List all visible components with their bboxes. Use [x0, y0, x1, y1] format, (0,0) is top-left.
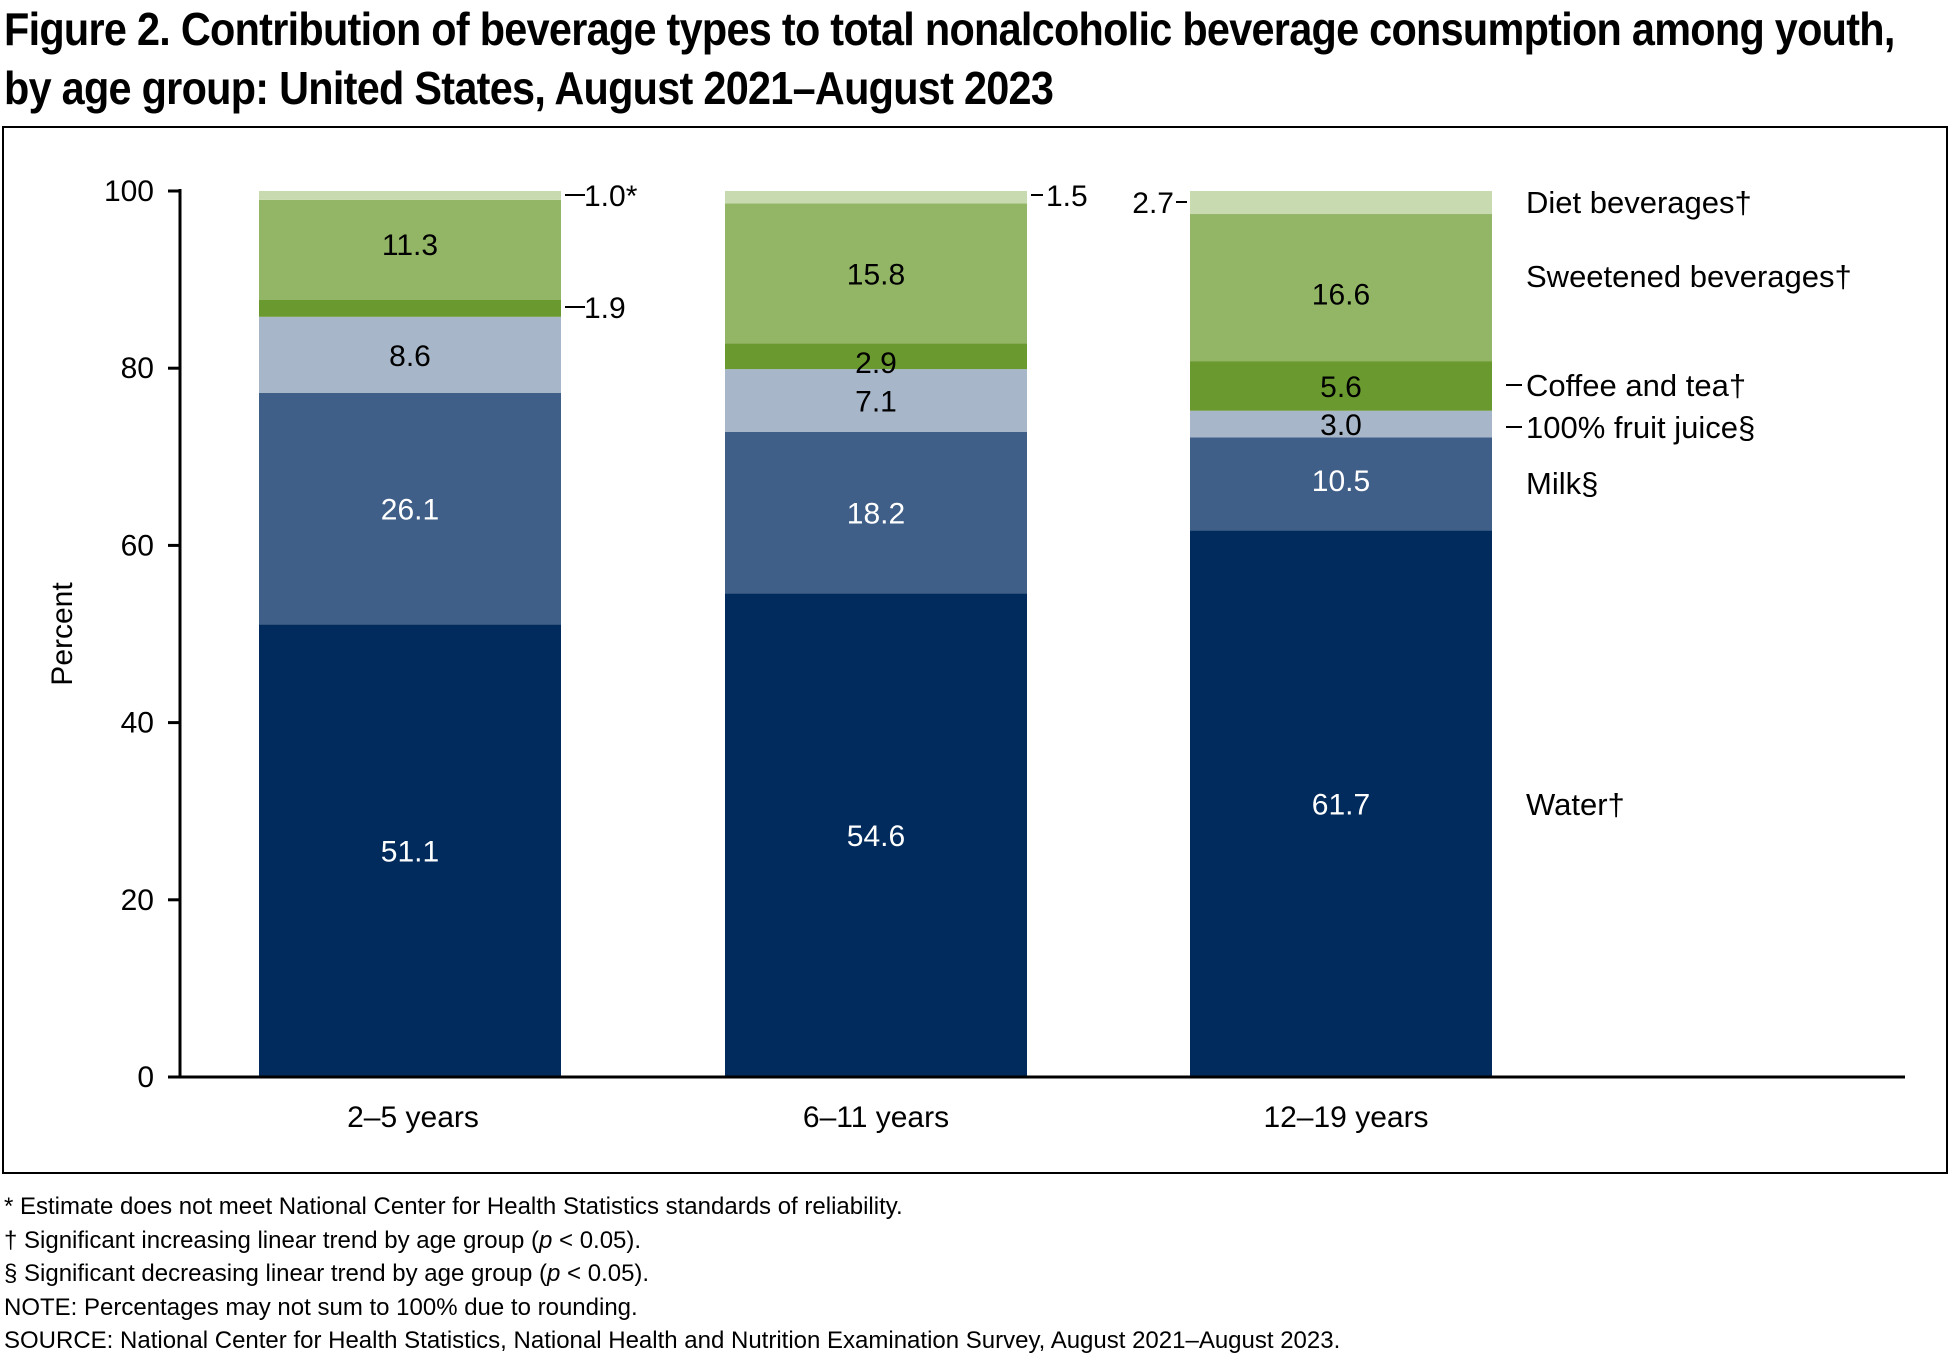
- bar-segment: [1190, 214, 1492, 362]
- bar-segment: [725, 593, 1027, 1077]
- bar-segment: [725, 431, 1027, 594]
- bar-segment: [259, 199, 561, 300]
- legend-layer: Water† Milk§ 100% fruit juice§ Coffee and t…: [1506, 185, 1852, 822]
- footnote-rounding: NOTE: Percentages may not sum to 100% du…: [4, 1293, 638, 1321]
- footnote-decreasing-trend: § Significant decreasing linear trend by…: [4, 1257, 1340, 1291]
- bar-segment: [725, 191, 1027, 204]
- figure-title-line-1: Figure 2. Contribution of beverage types…: [4, 3, 1895, 55]
- bar-segment: [725, 343, 1027, 370]
- y-tick-label: 40: [121, 707, 154, 740]
- bars-layer: [259, 191, 1492, 1077]
- legend-entry: Water†: [1526, 787, 1625, 822]
- y-axis-title: Percent: [46, 582, 79, 686]
- legend-entry: Coffee and tea†: [1526, 368, 1746, 403]
- bar-value-label: 11.3: [382, 229, 438, 262]
- bar-value-label: 3.0: [1320, 409, 1362, 442]
- y-tick-label: 100: [104, 175, 154, 208]
- x-tick-label: 12–19 years: [1263, 1101, 1428, 1134]
- p-value-text: < 0.05).: [560, 1260, 650, 1287]
- bar-segment: [259, 624, 561, 1077]
- footnote-source: SOURCE: National Center for Health Stati…: [4, 1327, 1341, 1354]
- footnote-increasing-trend: † Significant increasing linear trend by…: [4, 1224, 1340, 1258]
- y-tick-label: 0: [137, 1061, 154, 1094]
- p-symbol: p: [538, 1226, 553, 1254]
- bar-segment: [259, 393, 561, 625]
- bar-value-label: 16.6: [1312, 279, 1370, 312]
- bar-value-label: 1.9: [584, 292, 626, 325]
- bar-value-label: 1.5: [1046, 180, 1088, 213]
- footnote-reliability: * Estimate does not meet National Center…: [4, 1193, 903, 1220]
- bar-segment: [1190, 530, 1492, 1077]
- axes-layer: 0 20 40 60 80 100 Percent 2–5 years 6–11 years 12…: [46, 175, 1905, 1134]
- y-tick-label: 80: [121, 352, 154, 385]
- bar-value-label: 7.1: [855, 386, 897, 419]
- p-value-text: < 0.05).: [552, 1226, 642, 1254]
- bar-segment: [259, 299, 561, 317]
- bar-value-label: 15.8: [847, 258, 905, 291]
- figure-title: Figure 2. Contribution of beverage types…: [4, 0, 1895, 118]
- bar-value-label: 51.1: [381, 836, 439, 869]
- bar-segment: [259, 316, 561, 394]
- bar-value-label: 54.6: [847, 820, 905, 853]
- bar-value-label: 26.1: [381, 494, 439, 527]
- figure-title-line-2: by age group: United States, August 2021…: [4, 62, 1054, 114]
- bar-segment: [1190, 410, 1492, 438]
- y-tick-label: 20: [121, 884, 154, 917]
- bar-value-label: 1.0*: [584, 180, 638, 213]
- legend-entry: 100% fruit juice§: [1526, 410, 1755, 445]
- bar-segment: [725, 203, 1027, 344]
- legend-entry: Diet beverages†: [1526, 185, 1752, 220]
- bar-value-label: 2.9: [855, 347, 897, 380]
- bar-segment: [1190, 191, 1492, 215]
- bar-value-label: 61.7: [1312, 789, 1370, 822]
- bar-value-label: 18.2: [847, 498, 905, 531]
- footnotes: * Estimate does not meet National Center…: [4, 1190, 1340, 1358]
- y-tick-label: 60: [121, 529, 154, 562]
- bar-value-label: 8.6: [389, 340, 431, 373]
- p-symbol: p: [547, 1260, 561, 1287]
- bar-segment: [1190, 437, 1492, 531]
- labels-layer: 51.1 54.6 61.7 26.1 18.2 10.5 8.6 7.1 3.0 1.9 2.9 5…: [381, 180, 1370, 869]
- footnote-increasing-text: † Significant increasing linear trend by…: [4, 1226, 539, 1254]
- bar-segment: [725, 369, 1027, 432]
- bar-value-label: 2.7: [1132, 187, 1174, 220]
- bar-value-label: 5.6: [1320, 371, 1362, 404]
- legend-entry: Milk§: [1526, 466, 1598, 501]
- legend-entry: Sweetened beverages†: [1526, 259, 1852, 294]
- chart-frame: [2, 126, 1948, 1174]
- footnote-decreasing-text: § Significant decreasing linear trend by…: [4, 1260, 547, 1287]
- bar-segment: [259, 191, 561, 200]
- x-tick-label: 6–11 years: [803, 1101, 949, 1134]
- x-tick-label: 2–5 years: [347, 1101, 479, 1134]
- bar-segment: [1190, 361, 1492, 411]
- bar-value-label: 10.5: [1312, 465, 1370, 498]
